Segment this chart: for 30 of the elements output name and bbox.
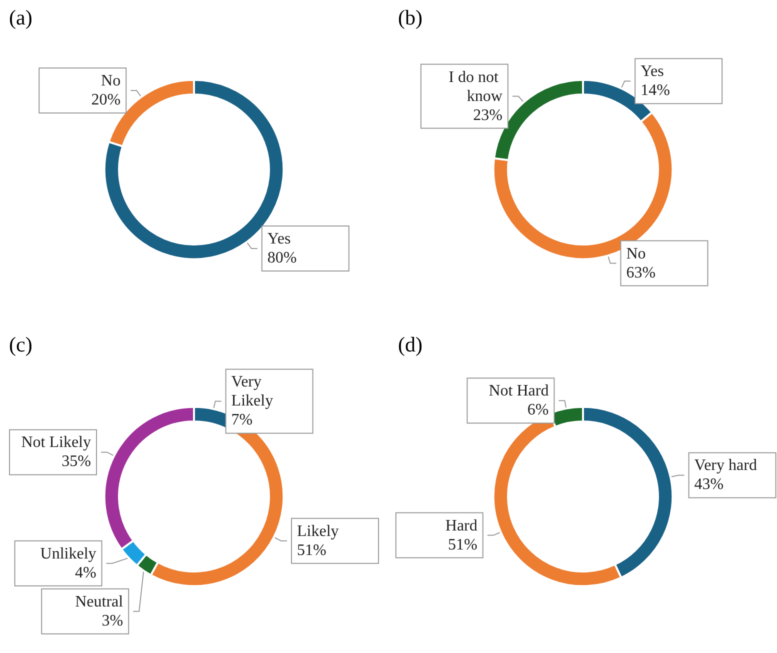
slice-label: Unlikely xyxy=(40,545,96,562)
slice-label: Not Hard xyxy=(488,382,549,400)
data-label: 6% xyxy=(527,402,549,419)
chart-title: (b) xyxy=(398,6,422,30)
data-label: 43% xyxy=(694,476,724,494)
chart-title: (a) xyxy=(9,6,32,30)
data-label: 51% xyxy=(448,536,478,554)
slice-label: Very Likely xyxy=(231,374,274,410)
data-label: 51% xyxy=(297,542,326,559)
chart-title: (d) xyxy=(398,332,422,356)
data-label: 4% xyxy=(74,564,96,582)
slice-label: No xyxy=(101,72,121,90)
data-label: 20% xyxy=(91,92,121,109)
slice-label: Not Likely xyxy=(21,434,91,452)
data-label: 35% xyxy=(62,453,91,470)
chart-title: (c) xyxy=(9,332,32,356)
data-label: 80% xyxy=(267,250,297,267)
slice-label: Very hard xyxy=(694,457,757,474)
data-label: 3% xyxy=(102,612,124,630)
data-label: 23% xyxy=(473,106,502,124)
slice-label: I do not know xyxy=(448,68,503,105)
slice-label: Yes xyxy=(640,63,664,80)
slice-label: Yes xyxy=(267,230,291,248)
slice-label: No xyxy=(626,245,646,262)
slice-label: Hard xyxy=(445,517,478,534)
slice-label: Likely xyxy=(297,522,339,540)
data-label: 63% xyxy=(626,264,656,282)
slice-label: Neutral xyxy=(75,593,124,610)
data-label: 14% xyxy=(640,82,670,100)
data-label: 7% xyxy=(231,412,253,429)
